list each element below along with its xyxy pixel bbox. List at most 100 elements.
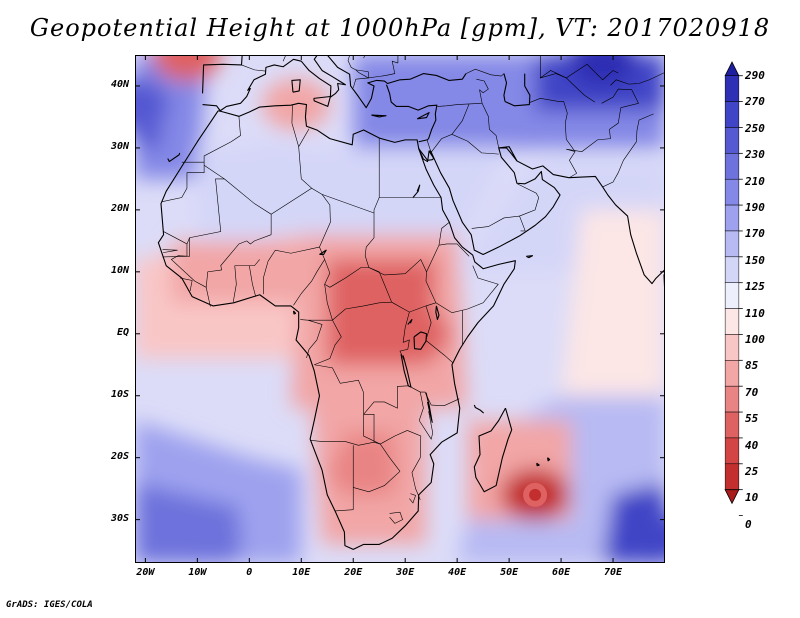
border-burkina-ghana [234,259,260,266]
field-region [171,240,328,303]
border-tanzania-mozambique [431,398,460,406]
colorbar-box [724,463,740,490]
colorbar-box [724,230,740,258]
lat-tick-label: 10S [110,388,129,400]
border-chad-sudan [364,212,375,268]
lat-tick-label: 20N [110,202,129,214]
socotra [526,255,534,259]
border-tanzania-zambia [410,386,432,406]
border-botswana-sa [353,471,401,493]
border-turkmen-iran [529,98,564,103]
border-gabon-congo [306,319,323,359]
colorbar-level-label: 250 [745,121,765,135]
lon-tick-label: 70E [604,567,623,578]
border-drc-zambia [363,385,409,415]
border-zambia-malawi [418,391,424,421]
border-saudi-jordan [430,133,468,153]
lon-tick-label: 30E [396,567,415,578]
lake-albert [407,318,413,325]
colorbar-box [724,385,740,413]
colorbar-box [724,334,740,361]
map-panel [135,55,665,563]
map-frame [135,55,665,563]
lat-tick-label: 20S [110,450,129,462]
border-egypt-israel [426,139,431,152]
colorbar-level-label: 70 [745,385,759,399]
border-morocco-algeria [203,116,241,163]
border-botswana-zimbabwe [380,443,401,472]
border-ethiopia-somalia [435,265,499,314]
border-turkmen-uzbek [540,73,596,103]
border-syria-turkey [437,103,470,107]
mauritius [547,457,551,462]
grads-credit: GrADS: IGES/COLA [6,600,93,610]
colorbar [724,61,743,516]
caspian-south [504,73,531,107]
colorbar-level-label: 210 [745,174,765,188]
lon-tick-label: 20E [344,567,363,578]
border-zambia-zimbabwe [363,414,408,445]
border-tunisia [291,105,310,148]
border-nigeria-benin [263,261,269,295]
lon-tick-label: 60E [552,567,571,578]
border-saudi-yemen [471,215,526,232]
colorbar-box [724,411,740,439]
axis-ticks [135,55,665,563]
border-europe-f [397,55,399,64]
colorbar-level-label: 40 [745,438,759,452]
border-mali-algeria [224,178,272,235]
country-borders [161,55,665,524]
lake-tanganyika [400,354,412,388]
border-kenya-tanzania [425,339,454,364]
border-caucasus [465,68,505,77]
border-europe-a [241,64,266,72]
lon-tick-label: 0 [246,567,253,578]
border-nigeria-niger [267,246,320,262]
border-gambia [162,249,178,253]
colorbar-box [724,437,740,465]
map-svg [135,55,665,563]
coastlines [135,55,665,550]
colorbar-level-label: 290 [745,69,765,82]
colorbar-box [724,204,740,232]
lat-tick-label: 10N [110,264,129,276]
border-algeria-libya [298,146,312,189]
lat-tick-label: 30S [110,512,129,524]
border-guinea [170,237,207,288]
lat-tick-label: 30N [110,140,129,152]
sicily-coast [313,95,331,107]
border-mali-niger [246,234,272,245]
border-europe-e [352,69,369,88]
colorbar-level-label: 10 [745,491,759,505]
border-kyrgyz [610,72,665,86]
atlas-low [152,55,221,81]
colorbar-bottom-arrow [724,489,740,505]
canary-islands [167,152,181,163]
lon-tick-label: 50E [500,567,519,578]
madagascar-coast [473,407,513,493]
border-tajik [601,88,639,108]
border-western-sahara [161,161,205,203]
border-malawi-mozambique [418,411,434,440]
border-sierra-leone [180,277,193,292]
border-sa-mozambique [411,472,421,500]
africa-coast [157,102,516,550]
bioko [292,310,297,315]
colorbar-top-arrow [724,61,740,77]
border-congo-drc [314,320,342,366]
border-chad-cameroon [319,246,331,288]
border-europe-b [282,55,287,62]
lat-tick-label: EQ [116,326,129,338]
colorbar-level-label: 150 [745,253,765,267]
lat-tick-label: 40N [110,78,129,90]
eurasian-high [568,55,637,88]
height-field [135,55,665,563]
border-ivory-liberia [205,269,222,307]
border-zimbabwe-mozambique [407,430,422,473]
sahara-ridge [241,140,310,193]
persian-gulf-iran [498,147,518,162]
sardinia-coast [291,79,301,93]
colorbar-level-label: 85 [745,359,759,373]
border-afghan-pakistan [566,107,622,152]
border-cameroon-car [324,284,333,321]
